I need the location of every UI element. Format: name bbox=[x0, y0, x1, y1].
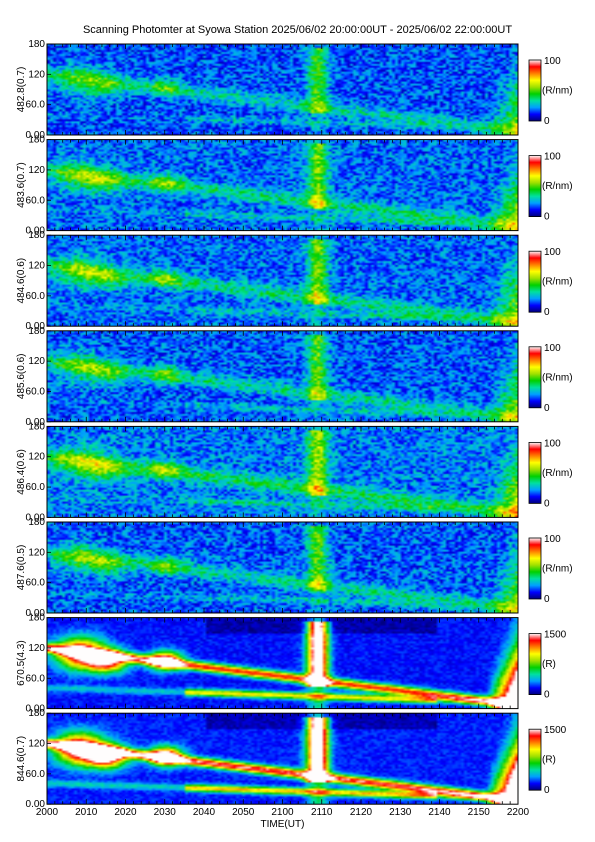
colorbar-max-label: 100 bbox=[544, 438, 561, 449]
y-tick-label: 0.00 bbox=[26, 226, 46, 237]
y-tick-label: 60.0 bbox=[26, 100, 46, 111]
y-tick-label: 120 bbox=[28, 165, 45, 176]
colorbar bbox=[528, 155, 542, 218]
y-tick-label: 0.00 bbox=[26, 799, 46, 810]
colorbar bbox=[528, 633, 542, 695]
y-tick-label: 0.00 bbox=[26, 608, 46, 619]
y-tick-label: 60.0 bbox=[26, 578, 46, 589]
heatmap-panel-4 bbox=[47, 330, 518, 422]
colorbar-unit-label: (R/nm) bbox=[542, 468, 573, 479]
y-tick-label: 120 bbox=[28, 547, 45, 558]
colorbar bbox=[528, 250, 542, 313]
colorbar-unit-label: (R) bbox=[542, 659, 556, 670]
y-tick-label: 180 bbox=[28, 708, 45, 719]
colorbar-unit-label: (R/nm) bbox=[542, 181, 573, 192]
y-tick-label: 60.0 bbox=[26, 291, 46, 302]
heatmap-panel-5 bbox=[47, 426, 518, 518]
y-tick-label: 180 bbox=[28, 421, 45, 432]
y-tick-label: 180 bbox=[28, 613, 45, 624]
y-tick-label: 120 bbox=[28, 739, 45, 750]
x-tick-label: 2020 bbox=[114, 807, 137, 818]
x-tick-label: 2040 bbox=[193, 807, 216, 818]
colorbar bbox=[528, 346, 542, 409]
heatmap-panel-1 bbox=[47, 44, 518, 135]
colorbar-unit-label: (R/nm) bbox=[542, 86, 573, 97]
panel-ylabel: 484.6(0.6) bbox=[16, 258, 27, 304]
x-tick-label: 2050 bbox=[232, 807, 255, 818]
y-tick-label: 120 bbox=[28, 261, 45, 272]
colorbar-max-label: 100 bbox=[544, 247, 561, 258]
y-tick-label: 180 bbox=[28, 517, 45, 528]
heatmap-panel-7 bbox=[47, 617, 518, 709]
colorbar-max-label: 100 bbox=[544, 152, 561, 163]
colorbar-max-label: 100 bbox=[544, 56, 561, 67]
colorbar-min-label: 0 bbox=[544, 307, 550, 318]
y-tick-label: 180 bbox=[28, 230, 45, 241]
x-tick-label: 2200 bbox=[507, 807, 530, 818]
y-tick-label: 60.0 bbox=[26, 673, 46, 684]
x-tick-label: 2030 bbox=[154, 807, 177, 818]
y-tick-label: 0.00 bbox=[26, 417, 46, 428]
heatmap-panel-3 bbox=[47, 235, 518, 327]
colorbar-min-label: 0 bbox=[544, 594, 550, 605]
y-tick-label: 180 bbox=[28, 326, 45, 337]
colorbar-unit-label: (R) bbox=[542, 755, 556, 766]
y-tick-label: 0.00 bbox=[26, 704, 46, 715]
y-tick-label: 0.00 bbox=[26, 130, 46, 141]
chart-title: Scanning Photomter at Syowa Station 2025… bbox=[82, 24, 513, 36]
colorbar-unit-label: (R/nm) bbox=[542, 564, 573, 575]
colorbar bbox=[528, 537, 542, 600]
colorbar bbox=[528, 59, 542, 122]
heatmap-panel-2 bbox=[47, 139, 518, 231]
y-tick-label: 60.0 bbox=[26, 769, 46, 780]
panel-ylabel: 482.8(0.7) bbox=[16, 67, 27, 113]
colorbar-min-label: 0 bbox=[544, 785, 550, 796]
x-tick-label: 2100 bbox=[271, 807, 294, 818]
y-tick-label: 120 bbox=[28, 452, 45, 463]
y-tick-label: 120 bbox=[28, 643, 45, 654]
y-tick-label: 60.0 bbox=[26, 386, 46, 397]
colorbar-min-label: 0 bbox=[544, 116, 550, 127]
colorbar-max-label: 100 bbox=[544, 534, 561, 545]
colorbar bbox=[528, 728, 542, 791]
colorbar-min-label: 0 bbox=[544, 690, 550, 701]
y-tick-label: 60.0 bbox=[26, 482, 46, 493]
colorbar-min-label: 0 bbox=[544, 403, 550, 414]
x-tick-label: 2130 bbox=[389, 807, 412, 818]
x-tick-label: 2010 bbox=[75, 807, 98, 818]
x-axis-label: TIME(UT) bbox=[261, 819, 305, 830]
y-tick-label: 120 bbox=[28, 356, 45, 367]
colorbar-unit-label: (R/nm) bbox=[542, 277, 573, 288]
y-tick-label: 60.0 bbox=[26, 195, 46, 206]
colorbar-unit-label: (R/nm) bbox=[542, 372, 573, 383]
panel-ylabel: 487.6(0.5) bbox=[16, 545, 27, 591]
x-tick-label: 2150 bbox=[468, 807, 491, 818]
panel-ylabel: 483.6(0.7) bbox=[16, 162, 27, 208]
panel-ylabel: 485.6(0.6) bbox=[16, 354, 27, 400]
colorbar-max-label: 1500 bbox=[544, 630, 567, 641]
x-tick-label: 2110 bbox=[311, 807, 333, 818]
colorbar-min-label: 0 bbox=[544, 212, 550, 223]
heatmap-panel-8 bbox=[47, 713, 518, 805]
heatmap-panel-6 bbox=[47, 522, 518, 613]
panel-ylabel: 844.6(0.7) bbox=[16, 736, 27, 782]
panel-ylabel: 670.5(4.3) bbox=[16, 640, 27, 686]
colorbar-max-label: 100 bbox=[544, 343, 561, 354]
x-tick-label: 2000 bbox=[36, 807, 59, 818]
colorbar bbox=[528, 441, 542, 504]
y-tick-label: 0.00 bbox=[26, 512, 46, 523]
panel-ylabel: 486.4(0.6) bbox=[16, 449, 27, 495]
x-tick-label: 2120 bbox=[350, 807, 373, 818]
colorbar-max-label: 1500 bbox=[544, 725, 567, 736]
y-tick-label: 0.00 bbox=[26, 321, 46, 332]
y-tick-label: 180 bbox=[28, 39, 45, 50]
x-tick-label: 2140 bbox=[428, 807, 451, 818]
y-tick-label: 120 bbox=[28, 69, 45, 80]
colorbar-min-label: 0 bbox=[544, 498, 550, 509]
y-tick-label: 180 bbox=[28, 135, 45, 146]
